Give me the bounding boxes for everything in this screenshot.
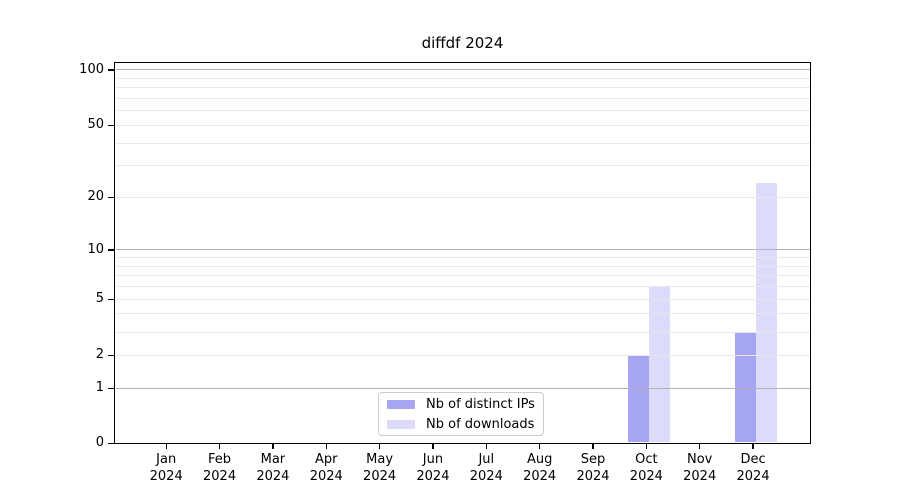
plot-area bbox=[114, 62, 811, 444]
x-tick-mark bbox=[432, 444, 434, 449]
x-tick-mark bbox=[752, 444, 754, 449]
x-tick-mark bbox=[539, 444, 541, 449]
x-tick-mark bbox=[325, 444, 327, 449]
minor-gridline bbox=[115, 275, 810, 277]
y-tick-label: 5 bbox=[95, 291, 104, 307]
y-tick-mark bbox=[108, 124, 114, 127]
minor-gridline bbox=[115, 77, 810, 79]
minor-gridline bbox=[115, 286, 810, 288]
chart-title: diffdf 2024 bbox=[421, 34, 504, 52]
x-tick-mark bbox=[378, 444, 381, 449]
y-tick-mark bbox=[108, 298, 114, 300]
x-tick-mark bbox=[699, 444, 701, 449]
y-tick-label: 50 bbox=[87, 117, 104, 133]
y-tick-label: 100 bbox=[79, 61, 104, 77]
legend-label-distinct-ips: Nb of distinct IPs bbox=[426, 396, 535, 412]
legend-item-downloads: Nb of downloads bbox=[387, 414, 543, 434]
x-tick-label: May 2024 bbox=[363, 452, 397, 484]
legend-label-downloads: Nb of downloads bbox=[426, 416, 535, 432]
y-tick-mark bbox=[108, 387, 114, 389]
y-tick-mark bbox=[108, 196, 114, 199]
x-tick-label: Oct 2024 bbox=[629, 452, 663, 484]
y-tick-label: 20 bbox=[87, 189, 104, 205]
x-tick-label: Jan 2024 bbox=[149, 452, 183, 484]
y-tick-mark bbox=[108, 354, 114, 357]
minor-gridline bbox=[115, 257, 810, 259]
bar-downloads-oct bbox=[649, 286, 671, 443]
x-tick-mark bbox=[165, 444, 167, 449]
y-tick-label: 2 bbox=[95, 347, 104, 363]
x-tick-label: Sep 2024 bbox=[576, 452, 610, 484]
minor-gridline bbox=[115, 98, 810, 100]
minor-gridline bbox=[115, 331, 810, 333]
y-tick-mark bbox=[108, 249, 114, 251]
x-tick-label: Aug 2024 bbox=[523, 452, 557, 484]
bar-distinct-ips-dec bbox=[734, 332, 756, 443]
x-tick-mark bbox=[272, 444, 274, 449]
minor-gridline bbox=[115, 142, 810, 144]
y-tick-label: 1 bbox=[95, 380, 104, 396]
x-tick-label: Dec 2024 bbox=[736, 452, 770, 484]
x-tick-mark bbox=[218, 444, 221, 449]
legend-swatch-distinct-ips bbox=[387, 399, 415, 409]
x-tick-mark bbox=[645, 444, 647, 449]
minor-gridline bbox=[115, 265, 810, 267]
minor-gridline bbox=[115, 354, 810, 356]
legend-swatch-downloads bbox=[387, 419, 415, 429]
x-tick-mark bbox=[592, 444, 594, 449]
x-tick-label: Nov 2024 bbox=[683, 452, 717, 484]
minor-gridline bbox=[115, 313, 810, 315]
major-gridline bbox=[115, 249, 810, 251]
major-gridline bbox=[115, 69, 810, 71]
minor-gridline bbox=[115, 165, 810, 167]
y-tick-label: 10 bbox=[87, 241, 104, 257]
legend: Nb of distinct IPs Nb of downloads bbox=[378, 392, 544, 436]
x-tick-label: Feb 2024 bbox=[203, 452, 237, 484]
x-tick-label: Jul 2024 bbox=[469, 452, 503, 484]
minor-gridline bbox=[115, 298, 810, 300]
x-tick-label: Jun 2024 bbox=[416, 452, 450, 484]
x-tick-label: Mar 2024 bbox=[256, 452, 290, 484]
minor-gridline bbox=[115, 196, 810, 198]
y-tick-label: 0 bbox=[95, 435, 104, 451]
x-tick-mark bbox=[485, 444, 487, 449]
y-tick-mark bbox=[108, 69, 114, 71]
minor-gridline bbox=[115, 110, 810, 112]
y-tick-mark bbox=[108, 442, 114, 444]
bar-distinct-ips-oct bbox=[627, 355, 650, 443]
bar-downloads-dec bbox=[755, 183, 778, 443]
legend-item-distinct-ips: Nb of distinct IPs bbox=[387, 394, 543, 414]
minor-gridline bbox=[115, 87, 810, 89]
minor-gridline bbox=[115, 124, 810, 126]
major-gridline bbox=[115, 387, 810, 389]
x-tick-label: Apr 2024 bbox=[309, 452, 343, 484]
